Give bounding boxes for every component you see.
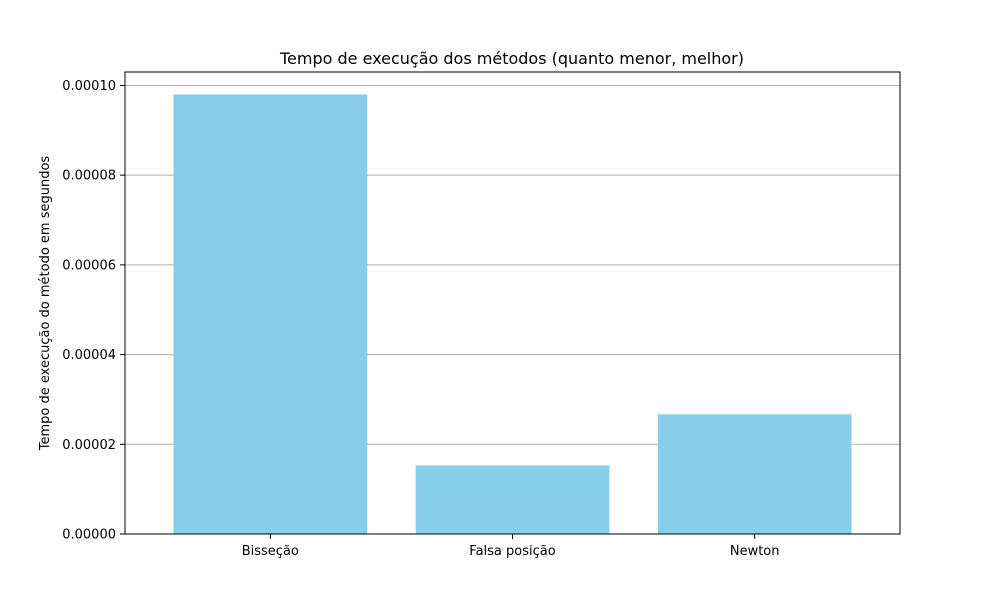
y-tick-label: 0.00010 [62, 79, 116, 94]
y-axis-ticks: 0.00000 0.00002 0.00004 0.00006 0.00008 0.000… [62, 79, 125, 543]
chart-title: Tempo de execução dos métodos (quanto me… [279, 49, 744, 68]
bar [415, 465, 610, 534]
x-axis-ticks: Bisseção Falsa posição Newton [242, 534, 780, 559]
y-axis-label: Tempo de execução do método em segundos [38, 156, 53, 452]
x-tick-label: Newton [730, 544, 780, 559]
x-tick-label: Bisseção [242, 544, 299, 559]
y-tick-label: 0.00002 [62, 438, 116, 453]
y-tick-label: 0.00004 [62, 348, 116, 363]
x-tick-label: Falsa posição [469, 544, 555, 559]
y-tick-label: 0.00006 [62, 258, 116, 273]
y-tick-label: 0.00000 [62, 528, 116, 543]
y-tick-label: 0.00008 [62, 169, 116, 184]
bars [173, 94, 852, 534]
bar [173, 94, 368, 534]
bar [657, 414, 852, 534]
